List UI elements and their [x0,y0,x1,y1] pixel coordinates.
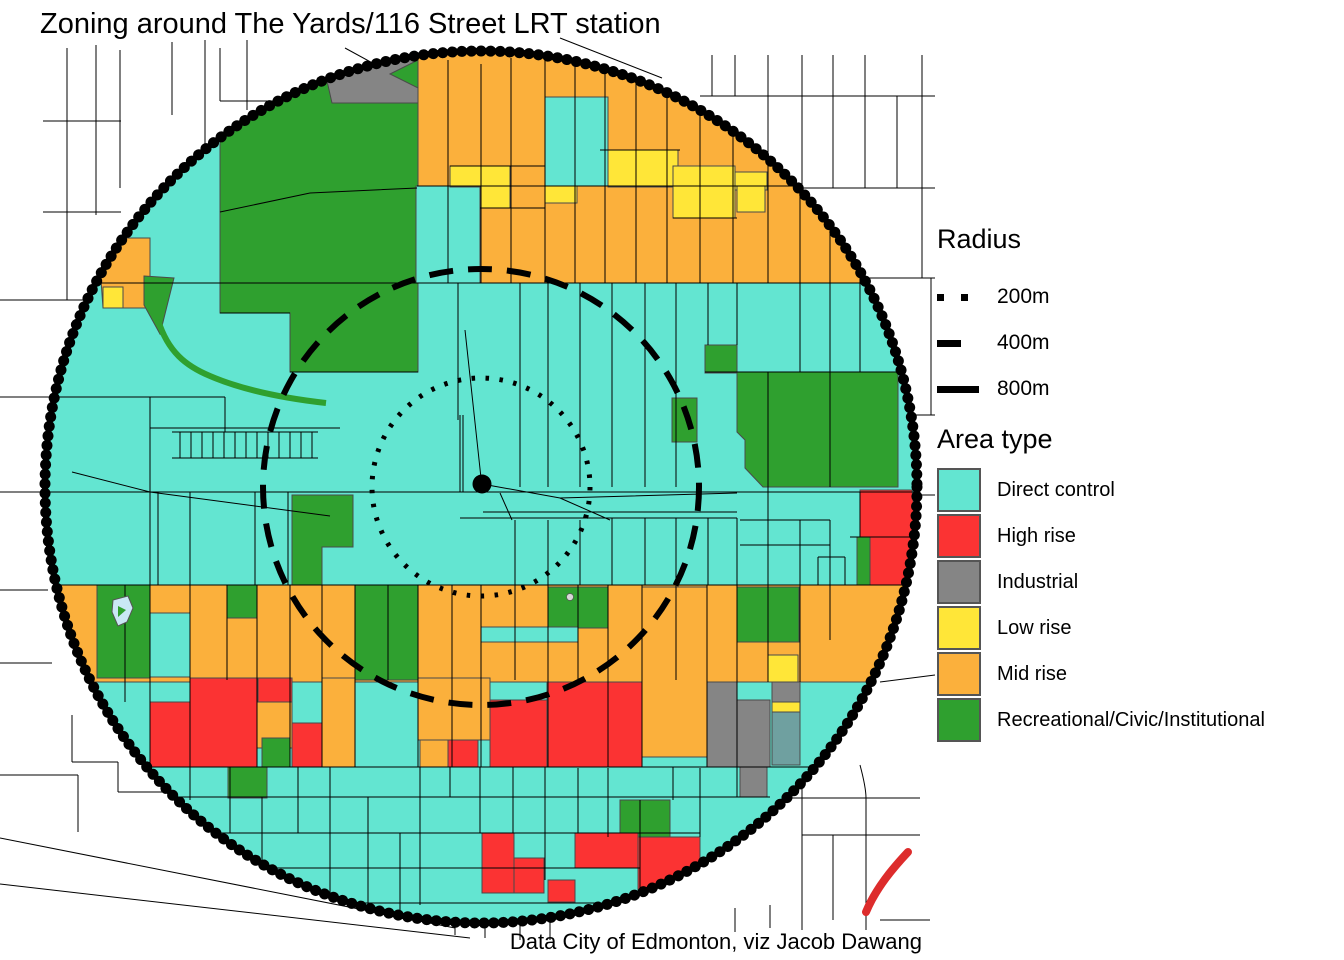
high-rise-swatch [937,514,981,558]
zone-lowrise [479,185,511,209]
zone-highrise [189,677,258,768]
legend-radius-item-800m: 800m [937,373,1050,405]
zone-ravine-head [143,275,175,336]
recreational-swatch [937,698,981,742]
area-type-label: Direct control [997,478,1115,501]
zone-lowrise [607,149,679,188]
radius-label: 800m [997,377,1050,400]
direct-control-swatch [937,468,981,512]
zone-highrise-bottom [574,832,639,869]
zone-industrial-se [706,681,738,768]
zone-green-bottom [227,766,268,799]
ring-400m [260,266,702,708]
mid-rise-swatch [937,652,981,696]
zone-park-ne [736,371,899,488]
zone-lowrise-west [102,286,124,309]
zone-ravine [155,319,327,406]
parcel-lines [47,54,915,918]
zone-highrise [489,699,548,768]
legend-radius-title: Radius [937,224,1022,254]
zone-industrial-se [736,699,771,768]
area-type-label: High rise [997,524,1076,547]
industrial-swatch [937,560,981,604]
pond-island [118,606,126,617]
dotted-line-icon [937,293,997,301]
solid-line-icon [937,385,997,393]
legend-area-type-title: Area type [937,424,1053,454]
zone-highrise [257,677,293,705]
zone-cyan-inset-a [544,96,609,187]
radius-label: 200m [997,285,1050,308]
zone-lowrise-band [767,654,799,683]
legend-item-industrial: Industrial [937,560,1079,604]
ring-200m [369,375,593,599]
zone-lowrise [672,165,736,219]
ring-800m-bumps [39,45,923,929]
station-marker [472,474,492,494]
dashed-line-icon [937,339,997,347]
low-rise-swatch [937,606,981,650]
legend-item-low-rise: Low rise [937,606,1072,650]
zone-highrise-bottom [481,832,515,894]
zone-highrise-bottom [513,857,545,894]
zone-midrise-column [641,586,708,758]
zone-highrise [149,701,193,768]
area-type-label: Recreational/Civic/Institutional [997,708,1265,731]
caption: Data City of Edmonton, viz Jacob Dawang [509,929,922,954]
area-type-label: Mid rise [997,662,1068,685]
area-type-label: Industrial [997,570,1079,593]
zone-highrise [546,681,643,768]
zone-midrise [419,739,449,768]
radius-label: 400m [997,331,1050,354]
zone-highrise [291,722,325,768]
zone-highrise-bottom [547,879,576,903]
legend-radius-item-400m: 400m [937,327,1050,359]
legend-item-direct-control: Direct control [937,468,1115,512]
zone-industrial-se [739,766,768,798]
zone-green-band [354,584,419,681]
zone-cyan-gap [480,626,579,643]
zone-lowrise [736,185,766,213]
small-dot [566,593,574,601]
zone-midrise [417,677,491,741]
zone-highrise [447,739,479,768]
zone-lowrise [449,165,511,188]
zone-lowrise-se [771,701,801,713]
zone-midrise [321,677,356,768]
zone-green-bottom [261,737,291,768]
legend-item-mid-rise: Mid rise [937,652,1068,696]
legend-radius-item-200m: 200m [937,281,1050,313]
highlighted-road [862,848,912,916]
legend-item-recreational: Recreational/Civic/Institutional [937,698,1265,742]
zone-lowrise [544,185,578,204]
zone-cyan-gap [149,612,191,678]
area-type-label: Low rise [997,616,1072,639]
zone-teal-se [771,711,801,766]
zone-green-band [226,584,258,619]
legend-item-high-rise: High rise [937,514,1076,558]
zone-green-ne-small [704,344,738,374]
page-title: Zoning around The Yards/116 Street LRT s… [40,8,661,40]
radius-rings [39,45,923,929]
